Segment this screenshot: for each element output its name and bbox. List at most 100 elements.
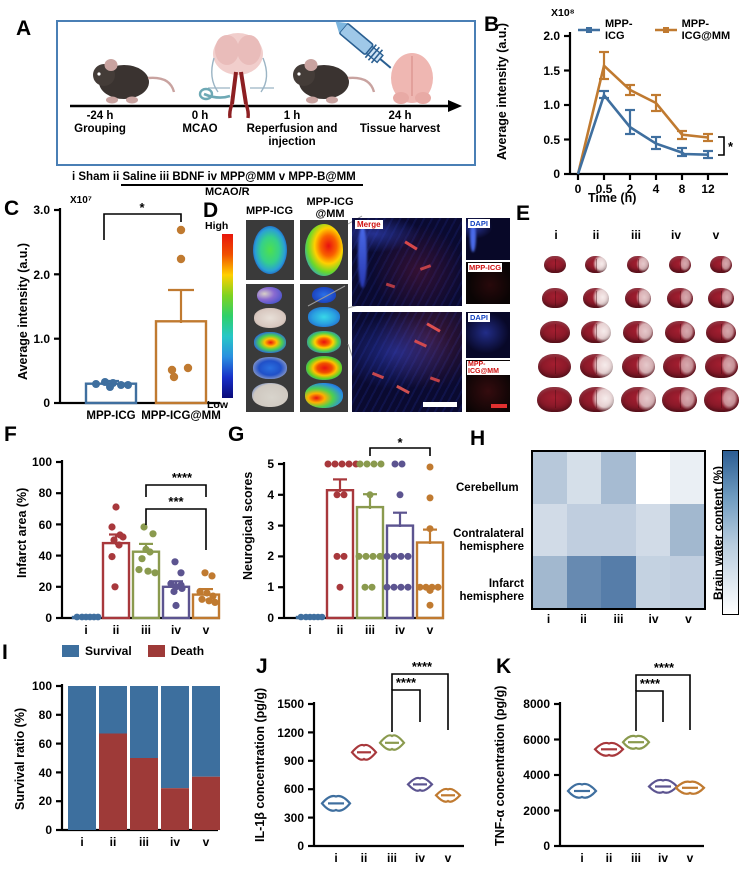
stage-0-time: -24 h (86, 110, 114, 122)
c-ytick-2: 2.0 (33, 268, 50, 282)
g-yt2: 2 (267, 549, 274, 563)
brain-slice-ii-4 (579, 353, 613, 378)
g-yt3: 3 (267, 519, 274, 533)
f-xt3: iv (171, 623, 181, 637)
brain-slice-midline (679, 356, 681, 375)
panel-k-label: K (496, 655, 512, 678)
brain-slice-v-1 (710, 256, 733, 274)
brain-slice-ii-5 (578, 386, 614, 412)
panel-b-legend: MPP-ICG MPP-ICG@MM (578, 18, 744, 42)
panel-d-scale-low: Low (207, 399, 228, 411)
i-yt2: 40 (39, 766, 53, 780)
panel-j-violins (320, 734, 462, 812)
panel-g-label: G (228, 423, 245, 446)
f-yt2: 40 (39, 549, 53, 563)
panel-f-bracket-2b (145, 484, 207, 497)
panel-a-stage-0: -24 h Grouping (60, 110, 140, 136)
panel-i-legend-label-1: Death (170, 644, 205, 658)
f-xt2: iii (141, 623, 151, 637)
brain-slice-midline (596, 356, 598, 375)
g-yt5: 5 (267, 457, 274, 471)
panel-i-yticks: 0 20 40 60 80 100 (32, 679, 62, 837)
panel-g-points-iii (355, 460, 385, 591)
panel-e-col-4: v (712, 228, 720, 242)
heatmap-cell-2-1 (567, 556, 602, 608)
brain-slice-midline (679, 324, 681, 340)
b-ytick-3: 1.5 (543, 64, 560, 78)
i-yt3: 60 (39, 737, 53, 751)
stage-2-time: 1 h (283, 110, 301, 122)
heatmap-cell-1-2 (601, 504, 636, 556)
panel-b-yticks: 0 0.5 1.0 1.5 2.0 (543, 29, 570, 181)
panel-e-col-3: iv (670, 228, 681, 242)
legend-swatch-death (147, 645, 165, 657)
stage-2-event: Reperfusion and injection (246, 123, 338, 149)
panel-e-col-1: ii (592, 228, 600, 242)
j-yt5: 1500 (277, 697, 304, 711)
g-xt1: ii (337, 623, 344, 637)
panel-g-points-i (297, 613, 326, 621)
panel-d-col-1: MPP-ICG @MM (306, 196, 354, 221)
brain-slice-midline (638, 356, 639, 375)
panel-e-label: E (516, 202, 531, 225)
panel-b-xlabel: Time (h) (588, 191, 637, 205)
panel-b-errorbars-orange (599, 50, 713, 143)
g-yt0: 0 (267, 611, 274, 625)
heatmap-cell-0-0 (533, 452, 568, 504)
j-xt0: i (334, 851, 337, 865)
i-yt1: 20 (39, 794, 53, 808)
brain-slice-midline (638, 324, 639, 340)
k-xt4: v (687, 851, 694, 865)
stage-3-event: Tissue harvest (359, 123, 441, 136)
stage-1-time: 0 h (191, 110, 209, 122)
h-xt2: iii (613, 612, 624, 626)
heatmap-cell-2-2 (601, 556, 636, 608)
stage-1-event: MCAO (182, 123, 218, 136)
legend-swatch-survival (62, 645, 79, 657)
panel-d-dapi-bottom: DAPI (466, 312, 510, 358)
brain-slice-ii-3 (581, 321, 612, 343)
g-xt4: v (427, 623, 434, 637)
panel-a-stage-1: 0 h MCAO (165, 110, 235, 136)
panel-g-points-v (416, 463, 442, 609)
panel-c-chart: 0 1.0 2.0 3.0 * MPP-ICG MPP-ICG@MM (33, 200, 221, 422)
panel-f-sig-1: *** (168, 494, 184, 509)
panel-j-chart: 0 300 600 900 1200 1500 **** **** i (277, 659, 464, 865)
panel-h-row-label-1: Contralateral hemisphere (453, 528, 524, 554)
g-xt2: iii (365, 623, 375, 637)
panel-g-chart: 0 1 2 3 4 5 (267, 435, 445, 637)
panel-i-legend-label-0: Survival (85, 644, 132, 658)
i-yt4: 80 (39, 708, 53, 722)
panel-b-ylabel: Average intensity (a.u.) (495, 22, 509, 160)
panel-c-label: C (4, 197, 20, 220)
panel-i-stacked-bars (68, 686, 220, 830)
panel-j-bracket-1 (391, 689, 421, 732)
f-yt5: 100 (32, 455, 52, 469)
panel-d-ivis-mppicgmm-slices (300, 284, 348, 412)
panel-b-legend-label-1: MPP-ICG@MM (681, 18, 731, 42)
brain-slice-i-3 (539, 321, 570, 343)
heatmap-cell-1-3 (635, 504, 670, 556)
heatmap-cell-1-1 (567, 504, 602, 556)
brain-slice-iii-4 (621, 353, 655, 378)
brain-slice-v-3 (706, 321, 737, 343)
panel-b-chart: 0 0.5 1.0 1.5 2.0 0 0.5 2 4 8 12 * (543, 29, 734, 196)
panel-i-chart: 0 20 40 60 80 100 i ii iii iv v (32, 679, 220, 849)
panel-e-brain-grid (532, 246, 740, 414)
panel-i-label: I (2, 641, 8, 664)
panel-f-bracket-1 (145, 508, 207, 550)
panel-d-colorbar (222, 234, 233, 398)
panel-c-exponent: X10⁷ (70, 195, 92, 206)
j-yt4: 1200 (277, 726, 304, 740)
panel-d-merge-bottom (352, 312, 462, 412)
panel-k-yticks: 0 2000 4000 6000 8000 (523, 697, 560, 853)
brain-slice-iv-4 (663, 353, 697, 378)
brain-slice-v-2 (708, 288, 735, 309)
panel-c-points-0 (92, 378, 132, 391)
k-xt2: iii (631, 851, 641, 865)
panel-c-xtick-1: MPP-ICG@MM (141, 410, 221, 422)
k-yt3: 6000 (523, 733, 550, 747)
panel-d-ivis-mpp-icg-slices (246, 284, 294, 412)
heatmap-cell-0-2 (601, 452, 636, 504)
heatmap-cell-2-3 (635, 556, 670, 608)
